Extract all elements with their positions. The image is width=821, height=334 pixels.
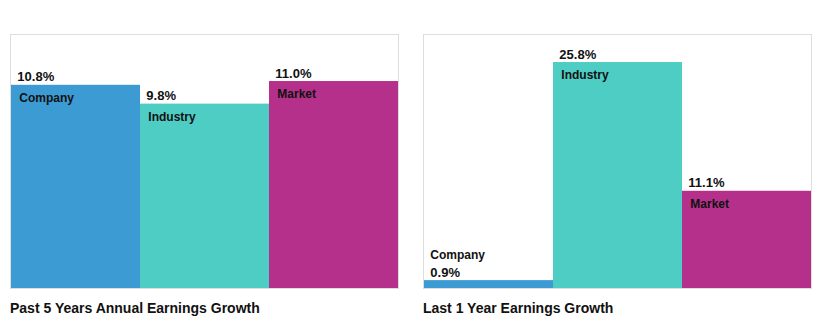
html-text:Last 1 Year Earnings Growth: Last 1 Year Earnings Growth bbox=[423, 300, 614, 316]
svg-text:Company: Company bbox=[19, 91, 74, 105]
svg-text:10.8%: 10.8% bbox=[17, 69, 54, 84]
svg-text:9.8%: 9.8% bbox=[146, 88, 176, 103]
svg-text:Market: Market bbox=[690, 197, 729, 211]
svg-text:Company: Company bbox=[430, 248, 485, 262]
svg-text:0.9%: 0.9% bbox=[430, 265, 460, 280]
svg-text:25.8%: 25.8% bbox=[559, 47, 596, 62]
svg-text:Market: Market bbox=[277, 87, 316, 101]
html-text:Past 5 Years Annual Earnings G: Past 5 Years Annual Earnings Growth bbox=[10, 300, 260, 316]
svg-text:Industry: Industry bbox=[561, 68, 609, 82]
svg-text:11.1%: 11.1% bbox=[688, 175, 725, 190]
svg-text:Industry: Industry bbox=[148, 110, 196, 124]
svg-text:11.0%: 11.0% bbox=[275, 66, 312, 81]
